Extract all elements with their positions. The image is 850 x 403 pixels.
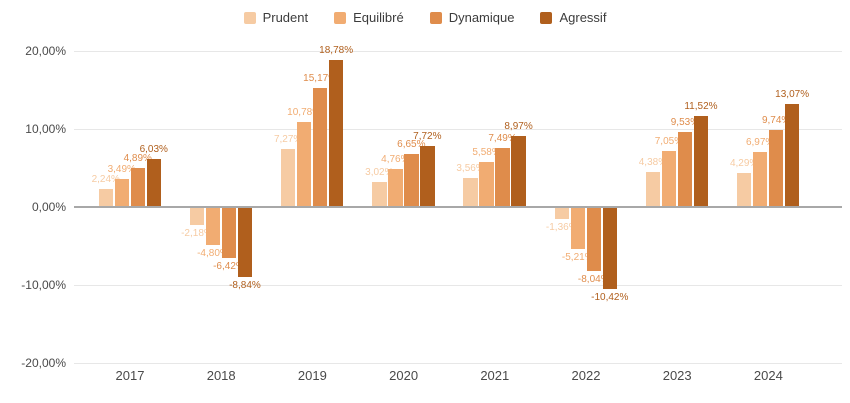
y-axis-tick-label: 0,00% — [31, 200, 66, 214]
x-axis-label-2019: 2019 — [297, 368, 327, 383]
x-axis-label-2021: 2021 — [480, 368, 510, 383]
bar-equilibre-2024[interactable] — [752, 151, 768, 206]
bar-prudent-2022[interactable] — [554, 208, 569, 219]
bar-equilibre-2023[interactable] — [661, 151, 677, 206]
value-label-dynamique-2021: 7,49% — [488, 132, 517, 144]
legend-swatch-dynamique — [429, 11, 442, 24]
value-label-equilibre-2022: -5,21% — [561, 251, 594, 263]
value-label-dynamique-2020: 6,65% — [397, 139, 426, 151]
x-axis-label-2022: 2022 — [571, 368, 601, 383]
bar-dynamique-2017[interactable] — [130, 167, 145, 206]
x-axis-label-2024: 2024 — [753, 368, 783, 383]
bar-equilibre-2019[interactable] — [296, 121, 312, 206]
x-axis-label-2020: 2020 — [389, 368, 419, 383]
bar-dynamique-2018[interactable] — [221, 208, 237, 259]
x-axis-label-2023: 2023 — [662, 368, 692, 383]
legend-label: Dynamique — [448, 10, 515, 25]
bar-agressif-2019[interactable] — [328, 59, 344, 206]
value-label-prudent-2023: 4,38% — [638, 156, 668, 168]
bar-dynamique-2022[interactable] — [586, 208, 601, 271]
bar-dynamique-2024[interactable] — [768, 130, 784, 206]
bar-dynamique-2019[interactable] — [312, 87, 328, 206]
bar-agressif-2021[interactable] — [511, 136, 526, 206]
value-label-dynamique-2022: -8,04% — [577, 273, 610, 285]
legend-item-agressif[interactable]: Agressif — [540, 10, 606, 25]
value-label-agressif-2017: 6,03% — [139, 143, 168, 155]
value-label-dynamique-2023: 9,53% — [670, 116, 700, 128]
value-label-dynamique-2019: 15,17% — [303, 72, 338, 84]
y-axis-tick-label: -10,00% — [21, 278, 66, 292]
legend-item-dynamique[interactable]: Dynamique — [429, 10, 515, 25]
bar-prudent-2024[interactable] — [736, 172, 752, 206]
bar-equilibre-2022[interactable] — [570, 208, 585, 249]
y-axis-tick-label: 10,00% — [25, 122, 66, 136]
bar-dynamique-2020[interactable] — [404, 154, 419, 206]
legend-item-equilibre[interactable]: Equilibré — [334, 10, 404, 25]
value-label-equilibre-2021: 5,58% — [472, 147, 501, 159]
value-label-prudent-2024: 4,29% — [729, 157, 759, 169]
value-label-equilibre-2020: 4,76% — [381, 153, 410, 165]
bar-agressif-2022[interactable] — [602, 208, 617, 290]
legend-label: Equilibré — [353, 10, 404, 25]
gridline — [74, 285, 842, 286]
zero-axis-line — [74, 206, 842, 208]
x-axis-label-2017: 2017 — [115, 368, 145, 383]
bar-prudent-2019[interactable] — [280, 149, 296, 206]
value-label-prudent-2019: 7,27% — [273, 134, 303, 146]
value-label-agressif-2021: 8,97% — [504, 121, 533, 133]
value-label-agressif-2018: -8,84% — [229, 279, 261, 291]
bar-equilibre-2021[interactable] — [479, 162, 494, 206]
bar-equilibre-2020[interactable] — [388, 168, 403, 206]
bar-prudent-2023[interactable] — [645, 171, 661, 206]
bar-agressif-2017[interactable] — [146, 158, 161, 206]
gridline — [74, 129, 842, 130]
value-label-equilibre-2023: 7,05% — [654, 136, 684, 147]
value-label-equilibre-2019: 10,78% — [287, 106, 322, 118]
value-label-prudent-2018: -2,18% — [181, 228, 213, 239]
x-axis-label-2018: 2018 — [206, 368, 236, 383]
bar-prudent-2021[interactable] — [463, 178, 478, 206]
legend-swatch-prudent — [243, 11, 256, 24]
value-label-agressif-2024: 13,07% — [775, 89, 810, 101]
bar-agressif-2023[interactable] — [693, 116, 709, 206]
value-label-agressif-2023: 11,52% — [684, 101, 718, 113]
chart-legend: Prudent Equilibré Dynamique Agressif — [0, 10, 850, 25]
value-label-equilibre-2017: 3,49% — [107, 163, 136, 175]
value-label-equilibre-2018: -4,80% — [197, 248, 229, 260]
value-label-dynamique-2024: 9,74% — [761, 115, 791, 127]
value-label-agressif-2019: 18,78% — [319, 44, 354, 56]
legend-item-prudent[interactable]: Prudent — [243, 10, 309, 25]
legend-label: Agressif — [559, 10, 607, 25]
value-label-dynamique-2018: -6,42% — [213, 261, 245, 273]
bar-prudent-2020[interactable] — [372, 182, 387, 206]
value-label-prudent-2022: -1,36% — [545, 221, 578, 233]
bar-equilibre-2018[interactable] — [205, 208, 221, 246]
value-label-dynamique-2017: 4,89% — [123, 152, 152, 164]
legend-swatch-agressif — [540, 11, 553, 24]
value-label-agressif-2022: -10,42% — [591, 292, 629, 304]
bar-agressif-2020[interactable] — [420, 145, 435, 206]
bar-dynamique-2023[interactable] — [677, 131, 693, 206]
value-label-prudent-2020: 3,02% — [365, 167, 394, 179]
y-axis-tick-label: 20,00% — [25, 44, 66, 58]
bar-equilibre-2017[interactable] — [114, 178, 129, 206]
legend-swatch-equilibre — [334, 11, 347, 24]
bar-prudent-2017[interactable] — [98, 188, 113, 206]
gridline — [74, 51, 842, 52]
value-label-prudent-2021: 3,56% — [456, 163, 485, 175]
gridline — [74, 363, 842, 364]
value-label-equilibre-2024: 6,97% — [745, 136, 775, 148]
legend-label: Prudent — [262, 10, 309, 25]
value-label-prudent-2017: 2,24% — [91, 173, 120, 185]
bar-dynamique-2021[interactable] — [495, 147, 510, 206]
value-label-agressif-2020: 7,72% — [413, 130, 442, 142]
bar-agressif-2024[interactable] — [784, 104, 800, 206]
bar-agressif-2018[interactable] — [237, 208, 253, 277]
bar-prudent-2018[interactable] — [189, 208, 205, 225]
y-axis-tick-label: -20,00% — [21, 356, 66, 370]
